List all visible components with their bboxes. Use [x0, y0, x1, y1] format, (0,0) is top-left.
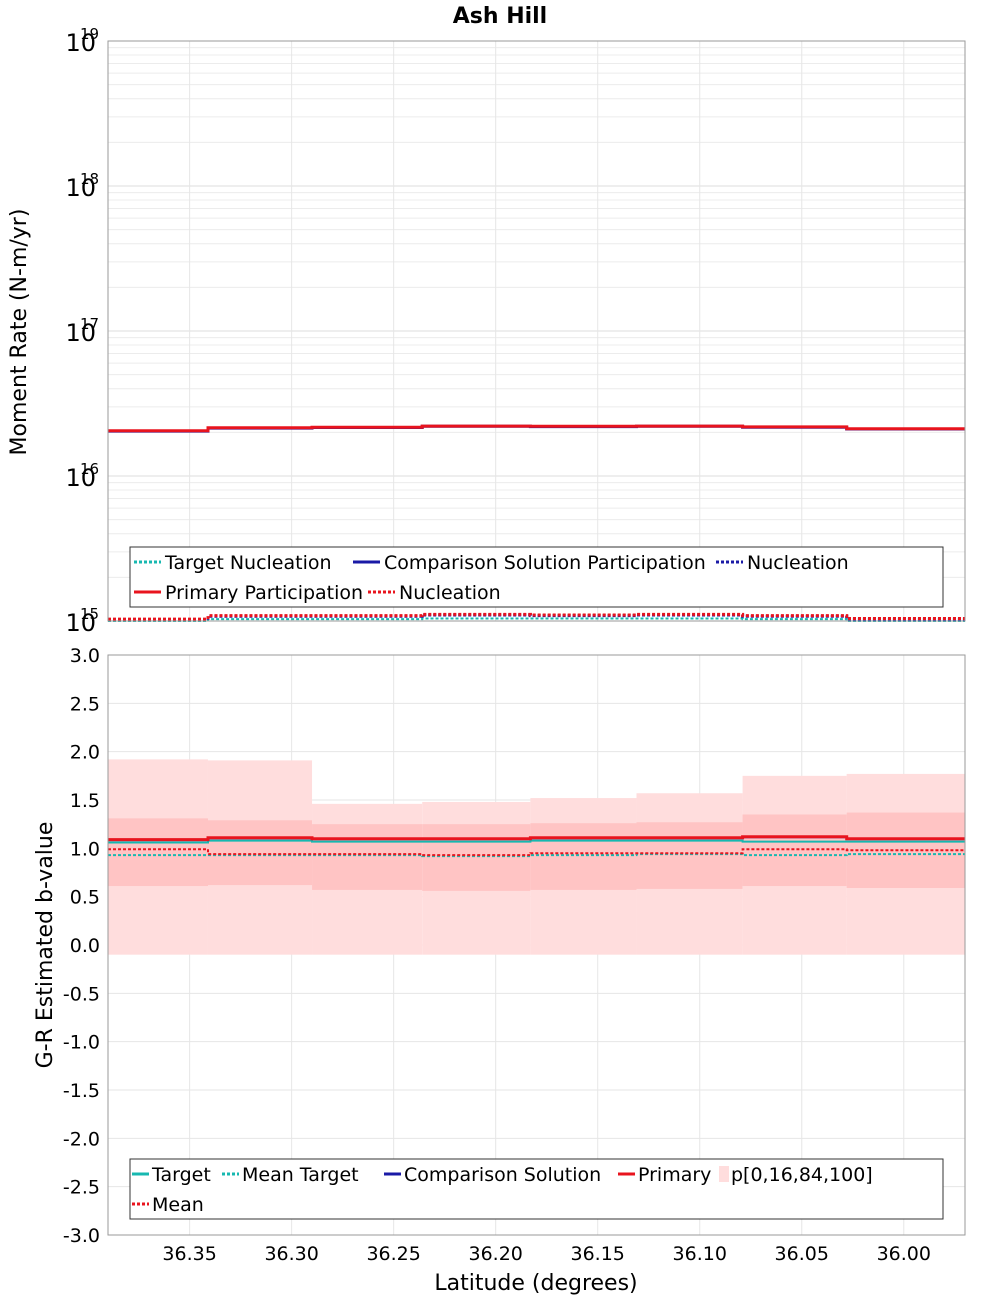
tick-base: 10 [65, 464, 96, 492]
tick-exponent: 16 [80, 460, 99, 478]
tick-exponent: 18 [80, 170, 99, 188]
bottom-y-tick-label: -0.5 [63, 983, 100, 1005]
top-series-primary-participation [108, 424, 965, 433]
bottom-y-tick-label: 3.0 [70, 645, 100, 667]
x-tick-label: 36.20 [468, 1243, 522, 1265]
legend-label: Target [151, 1164, 211, 1186]
top-series-nucleation [108, 612, 965, 621]
top-legend-box [129, 546, 944, 608]
bottom-series-primary [108, 835, 965, 842]
band-p16-p84 [207, 820, 313, 886]
bottom-y-tick-label: 0.0 [70, 935, 100, 957]
band-p16-p84 [312, 824, 423, 890]
bottom-y-tick-label: -1.0 [63, 1032, 100, 1054]
legend-label: p[0,16,84,100] [731, 1164, 873, 1186]
bottom-series-mean [108, 848, 965, 857]
x-tick-label: 36.30 [264, 1243, 318, 1265]
legend-label: Primary [638, 1164, 711, 1186]
bottom-panel: -3.0 -2.5 -2.0 -1.5 -1.0 -0.5 0.0 0.5 1.0 1.5 2.0 2… [63, 645, 966, 1265]
legend-label: Primary Participation [165, 582, 363, 604]
bottom-y-tick-label: -3.0 [63, 1225, 100, 1247]
tick-exponent: 17 [80, 315, 99, 333]
x-tick-label: 36.15 [571, 1243, 625, 1265]
tick-exponent: 15 [80, 605, 99, 623]
tick-base: 10 [65, 174, 96, 202]
bottom-legend-box [129, 1158, 944, 1220]
legend-label: Nucleation [399, 582, 501, 604]
bottom-y-tick-label: -1.5 [63, 1080, 100, 1102]
legend-label: Mean Target [242, 1164, 359, 1186]
bottom-y-tick-label: -2.0 [63, 1128, 100, 1150]
legend-label: Target Nucleation [164, 552, 332, 574]
bottom-legend: Target Mean Target Comparison Solution Prim… [129, 1158, 944, 1220]
bottom-y-tick-label: 1.0 [70, 838, 100, 860]
band-p16-p84 [530, 823, 637, 890]
band-p16-p84 [108, 818, 208, 887]
bottom-y-axis-label: G-R Estimated b-value [33, 822, 58, 1069]
tick-exponent: 19 [80, 25, 99, 43]
band-p16-p84 [636, 822, 743, 889]
legend-label: Comparison Solution Participation [384, 552, 706, 574]
legend-label: Nucleation [747, 552, 849, 574]
top-legend: Target Nucleation Comparison Solution Par… [129, 546, 944, 608]
band-p16-p84 [422, 824, 531, 891]
x-tick-label: 36.00 [877, 1243, 931, 1265]
tick-base: 10 [65, 319, 96, 347]
legend-label: Mean [152, 1194, 204, 1216]
x-tick-label: 36.35 [162, 1243, 216, 1265]
bottom-y-tick-label: 0.5 [70, 887, 100, 909]
x-tick-label: 36.10 [673, 1243, 727, 1265]
chart-title: Ash Hill [453, 4, 547, 29]
bottom-y-tick-label: -2.5 [63, 1177, 100, 1199]
top-plot-border [107, 40, 966, 622]
bottom-y-tick-label: 2.5 [70, 693, 100, 715]
top-y-axis-label: Moment Rate (N-m/yr) [7, 209, 32, 456]
legend-label: Comparison Solution [404, 1164, 601, 1186]
tick-base: 10 [65, 609, 96, 637]
x-axis-label: Latitude (degrees) [434, 1271, 637, 1296]
bottom-y-tick-label: 1.5 [70, 790, 100, 812]
bottom-plot-border [107, 654, 966, 1236]
x-tick-label: 36.05 [775, 1243, 829, 1265]
tick-base: 10 [65, 29, 96, 57]
legend-swatch [719, 1166, 729, 1182]
bottom-y-tick-label: 2.0 [70, 742, 100, 764]
percentile-bands [108, 759, 965, 955]
x-tick-label: 36.25 [366, 1243, 420, 1265]
